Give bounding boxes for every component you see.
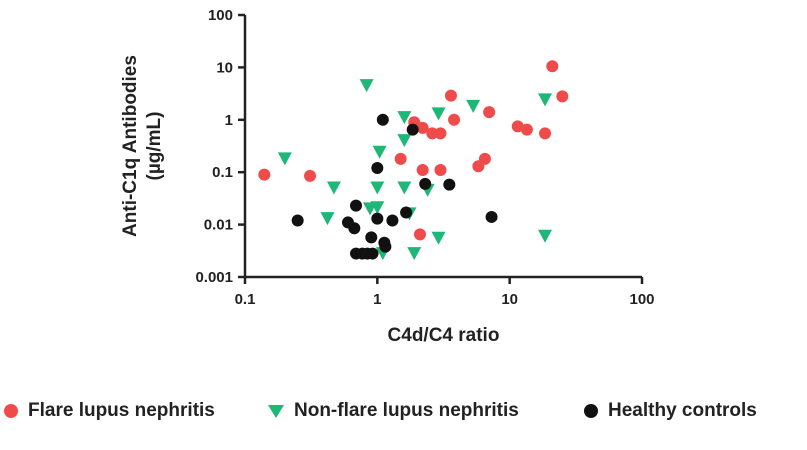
flare-point (258, 168, 271, 181)
flare-point (520, 123, 533, 136)
healthy-point (365, 231, 378, 244)
legend-marker-flare (4, 404, 18, 418)
healthy-point (406, 123, 419, 136)
legend-item-healthy: Healthy controls (584, 400, 757, 422)
healthy-point (350, 199, 363, 212)
flare-point (444, 89, 457, 102)
y-tick-label: 0.001 (195, 269, 233, 286)
y-tick-label: 100 (208, 7, 233, 24)
data-points (258, 60, 569, 261)
x-tick-label: 0.1 (235, 291, 256, 308)
x-axis-ticks: 0.1 1 10 100 (235, 277, 655, 308)
non-flare-point (277, 152, 292, 166)
healthy-point (348, 222, 361, 235)
x-tick-label: 100 (629, 291, 654, 308)
x-tick-label: 1 (373, 291, 381, 308)
non-flare-point (370, 201, 385, 215)
healthy-point (371, 212, 384, 225)
healthy-point (386, 214, 399, 227)
flare-point (483, 106, 496, 119)
legend-marker-healthy (584, 404, 598, 418)
non-flare-point (397, 134, 412, 148)
healthy-point (443, 178, 456, 191)
y-tick-label: 1 (225, 112, 233, 129)
flare-point (448, 113, 461, 126)
non-flare-point (326, 181, 341, 195)
legend-label-flare: Flare lupus nephritis (28, 400, 215, 421)
non-flare-point (320, 212, 335, 226)
flare-point (416, 121, 429, 134)
non-flare-point (538, 93, 553, 107)
non-flare-point (370, 181, 385, 195)
non-flare-point (397, 181, 412, 195)
healthy-point (419, 177, 432, 190)
legend: Flare lupus nephritis Non-flare lupus ne… (0, 400, 807, 440)
scatter-plot: 0.1 1 10 100 0.001 0.01 0.1 1 10 100 C4d/C4 rati… (120, 7, 655, 346)
healthy-point (379, 240, 392, 253)
flare-point (556, 90, 569, 103)
non-flare-point (431, 231, 446, 245)
non-flare-point (359, 79, 374, 93)
flare-point (394, 152, 407, 165)
x-axis-title: C4d/C4 ratio (388, 325, 500, 346)
healthy-point (376, 113, 389, 126)
healthy-point (291, 214, 304, 227)
x-tick-label: 10 (501, 291, 518, 308)
flare-point (416, 164, 429, 177)
legend-item-non-flare: Non-flare lupus nephritis (268, 400, 519, 422)
legend-marker-non-flare (268, 405, 284, 418)
legend-label-healthy: Healthy controls (608, 400, 757, 421)
flare-point (546, 60, 559, 73)
legend-label-non-flare: Non-flare lupus nephritis (294, 400, 519, 421)
flare-point (426, 127, 439, 140)
healthy-point (366, 247, 379, 260)
non-flare-point (372, 145, 387, 159)
non-flare-point (431, 107, 446, 121)
flare-point (539, 127, 552, 140)
flare-point (434, 127, 447, 140)
non-flare-point (466, 99, 481, 113)
legend-item-flare: Flare lupus nephritis (4, 400, 215, 422)
non-flare-point (538, 229, 553, 243)
non-flare-point (407, 247, 422, 261)
non-flare-point (397, 111, 412, 125)
y-tick-label: 0.01 (204, 217, 233, 234)
flare-point (511, 120, 524, 133)
healthy-point (371, 162, 384, 175)
flare-point (434, 164, 447, 177)
y-tick-label: 0.1 (212, 164, 233, 181)
flare-point (478, 152, 491, 165)
healthy-point (485, 210, 498, 223)
y-axis-ticks: 0.001 0.01 0.1 1 10 100 (195, 7, 245, 286)
y-tick-label: 10 (216, 59, 233, 76)
y-axis-title: Anti-C1q Antibodies (120, 55, 141, 237)
flare-point (304, 169, 317, 182)
y-axis-unit: (µg/mL) (144, 112, 165, 181)
flare-point (413, 228, 426, 241)
healthy-point (400, 206, 413, 219)
